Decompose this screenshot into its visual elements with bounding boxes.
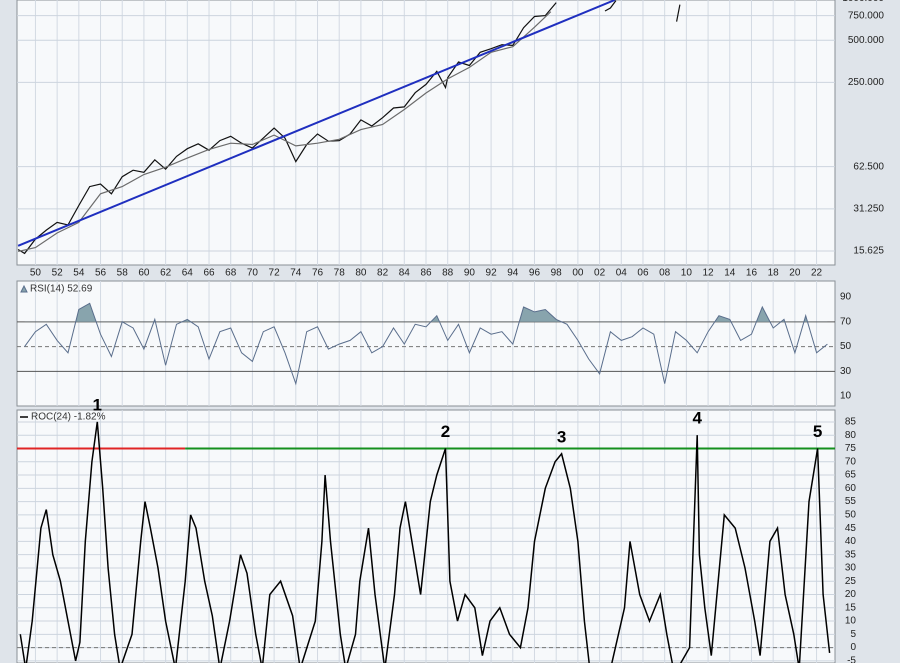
y-tick-label: 1000.000 [842,0,884,4]
y-tick-label: 5 [850,629,856,640]
rsi-plot [17,281,835,406]
y-tick-label: 70 [840,316,852,327]
peak-annotation: 2 [441,422,450,441]
x-tick-label: 90 [464,268,476,279]
y-tick-label: 15 [845,602,857,613]
x-tick-label: 72 [269,268,281,279]
x-tick-label: 22 [811,268,823,279]
x-tick-label: 92 [486,268,498,279]
rsi-title: RSI(14) 52.69 [30,284,93,295]
y-tick-label: 0 [850,642,856,653]
x-tick-label: 84 [399,268,411,279]
x-tick-label: 50 [30,268,42,279]
x-tick-label: 76 [312,268,324,279]
roc-line [19,421,831,663]
x-tick-label: 88 [442,268,454,279]
peak-annotation: 5 [813,422,822,441]
y-tick-label: 10 [845,616,857,627]
y-tick-label: 50 [840,341,852,352]
labels: 50 52 54 56 58 60 62 64 66 68 70 72 74 76 78 80 82 84 86 88… [30,0,885,663]
y-tick-label: 70 [845,456,857,467]
y-tick-label: 40 [845,536,857,547]
y-tick-label: 60 [845,483,857,494]
rsi-legend-icon [20,284,28,293]
x-tick-label: 18 [768,268,780,279]
x-tick-label: 70 [247,268,259,279]
x-tick-label: 98 [551,268,563,279]
y-tick-label: 65 [845,470,857,481]
x-tick-label: 74 [290,268,302,279]
y-tick-label: -5 [847,656,856,663]
roc-title: ROC(24) -1.82% [31,412,106,423]
x-tick-label: 16 [746,268,758,279]
x-tick-label: 78 [334,268,346,279]
y-tick-label: 55 [845,496,857,507]
y-tick-label: 80 [845,430,857,441]
x-tick-label: 86 [420,268,432,279]
x-tick-label: 20 [789,268,801,279]
y-tick-label: 75 [845,443,857,454]
x-tick-label: 00 [572,268,584,279]
x-tick-label: 56 [95,268,107,279]
x-tick-label: 08 [659,268,671,279]
x-tick-label: 96 [529,268,541,279]
x-tick-label: 58 [117,268,129,279]
x-tick-label: 62 [160,268,172,279]
y-tick-label: 10 [840,391,852,402]
y-tick-label: 35 [845,549,857,560]
peak-annotation: 1 [93,395,102,414]
x-tick-label: 52 [52,268,64,279]
x-tick-label: 66 [203,268,215,279]
price-line [17,0,616,247]
y-tick-label: 45 [845,523,857,534]
y-tick-label: 30 [845,563,857,574]
x-tick-label: 94 [507,268,519,279]
peak-annotation: 4 [692,409,702,428]
x-tick-label: 12 [703,268,715,279]
y-tick-label: 90 [840,292,852,303]
x-tick-label: 10 [681,268,693,279]
x-tick-label: 82 [377,268,389,279]
x-tick-label: 80 [355,268,367,279]
x-tick-label: 02 [594,268,606,279]
x-tick-label: 64 [182,268,194,279]
x-tick-label: 60 [138,268,150,279]
x-tick-label: 68 [225,268,237,279]
rsi-line [24,302,828,386]
x-tick-label: 04 [616,268,628,279]
y-tick-label: 250.000 [848,77,885,88]
y-tick-label: 50 [845,510,857,521]
x-tick-label: 14 [724,268,736,279]
y-tick-label: 30 [840,366,852,377]
y-tick-label: 500.000 [848,35,885,46]
x-tick-label: 54 [73,268,85,279]
y-tick-label: 20 [845,589,857,600]
x-tick-label: 06 [637,268,649,279]
y-tick-label: 15.625 [853,246,884,257]
y-tick-label: 750.000 [848,10,885,21]
price-line [17,0,681,255]
y-tick-label: 62.500 [853,161,884,172]
peak-annotation: 3 [557,427,566,446]
y-tick-label: 31.250 [853,203,884,214]
price-line [17,11,552,252]
price-plot [17,0,835,265]
roc-plot [17,410,835,663]
y-tick-label: 25 [845,576,857,587]
y-tick-label: 85 [845,417,857,428]
